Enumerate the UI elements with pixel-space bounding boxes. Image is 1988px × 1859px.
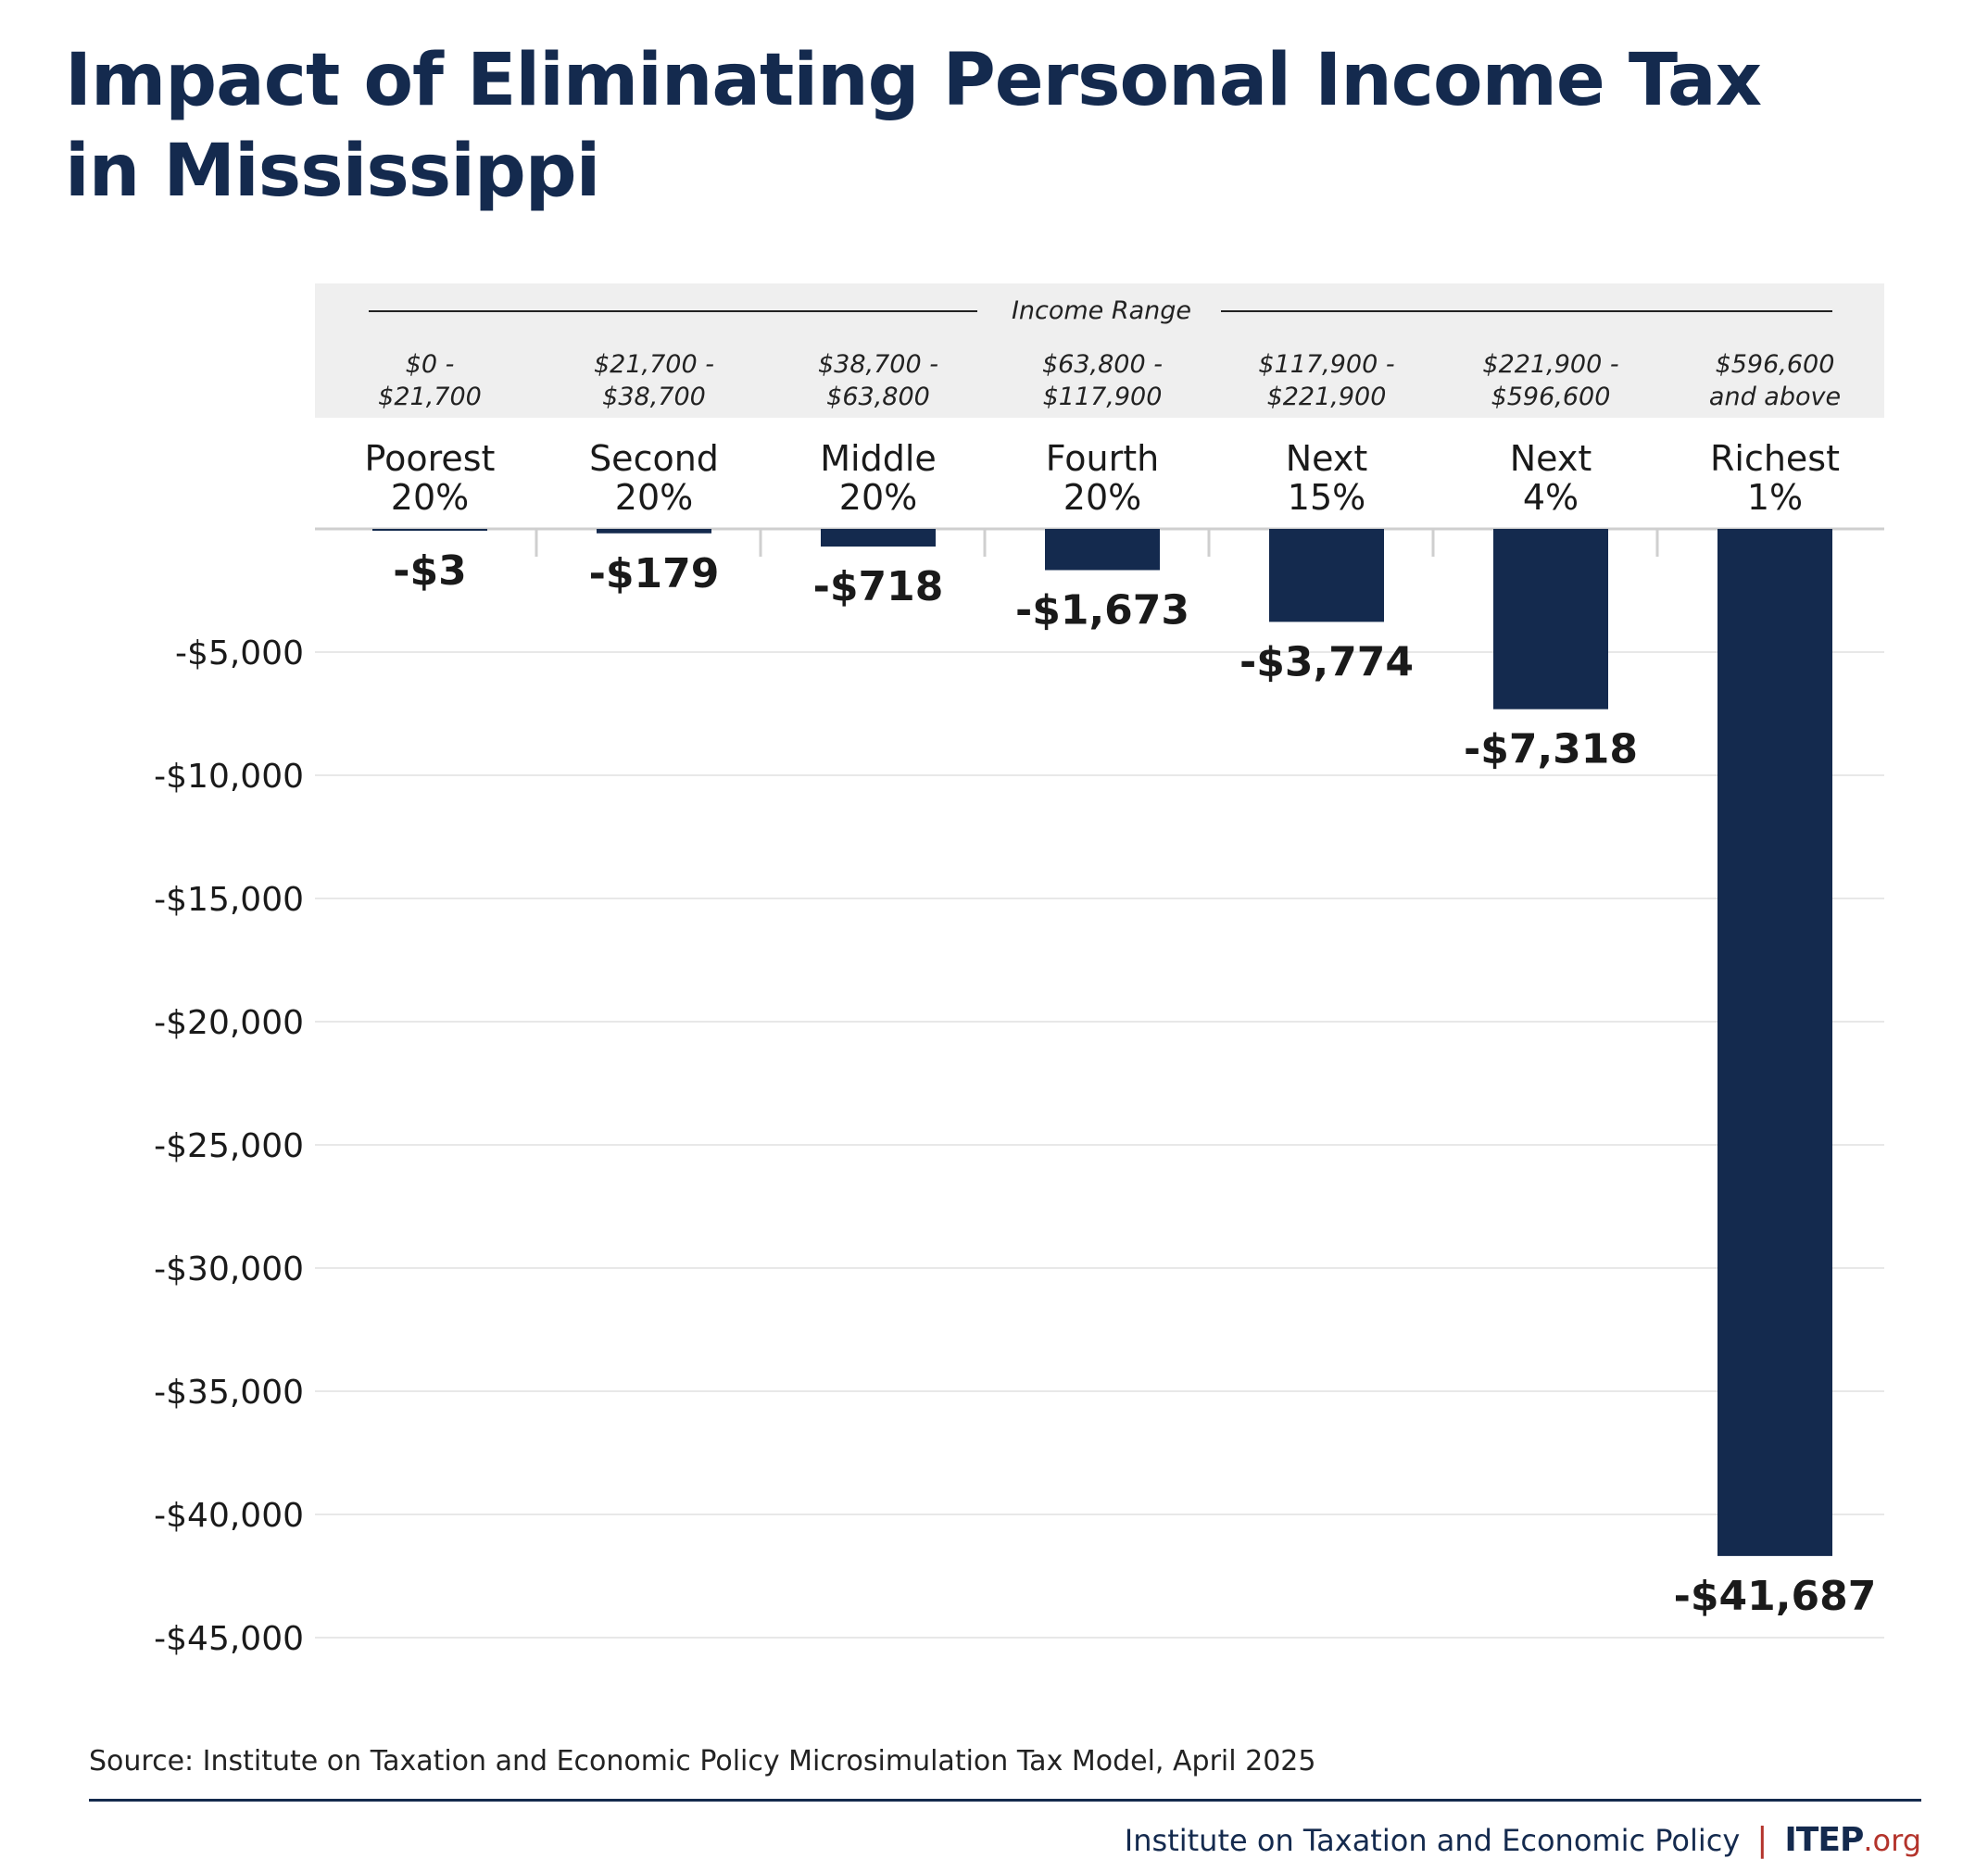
income-range-label: $117,900 - — [1258, 350, 1394, 379]
income-group-label: Poorest — [365, 438, 496, 479]
bar — [1045, 529, 1160, 571]
income-range-label: $21,700 - — [594, 350, 714, 379]
y-tick-label: -$20,000 — [154, 1004, 304, 1042]
y-tick-label: -$10,000 — [154, 758, 304, 796]
income-group-label: 15% — [1288, 477, 1365, 518]
y-tick-label: -$40,000 — [154, 1497, 304, 1535]
value-label: -$3 — [393, 547, 467, 595]
itep-logo[interactable]: ITEP — [1784, 1821, 1864, 1859]
income-group-label: Next — [1510, 438, 1592, 479]
income-range-label: $221,900 — [1267, 383, 1387, 411]
income-range-label: $596,600 — [1491, 383, 1611, 411]
income-group-label: Middle — [820, 438, 937, 479]
value-label: -$7,318 — [1464, 726, 1638, 773]
y-tick-label: -$15,000 — [154, 881, 304, 919]
income-group-label: 20% — [839, 477, 917, 518]
footer-rule — [89, 1799, 1921, 1802]
income-range-label: $21,700 — [378, 383, 482, 411]
income-group-label: 20% — [1063, 477, 1141, 518]
value-label: -$718 — [813, 563, 944, 610]
income-group-label: Fourth — [1046, 438, 1159, 479]
income-range-header-band — [315, 283, 1884, 418]
footer-separator: | — [1756, 1821, 1768, 1859]
income-range-label: $63,800 — [826, 383, 930, 411]
bar — [1269, 529, 1384, 622]
bar — [1493, 529, 1608, 710]
bar — [1717, 529, 1832, 1556]
income-group-label: 20% — [615, 477, 693, 518]
bar — [597, 529, 711, 534]
value-label: -$179 — [589, 550, 720, 597]
income-group-label: 20% — [391, 477, 469, 518]
income-range-label: $117,900 — [1043, 383, 1163, 411]
chart-title: Impact of Eliminating Personal Income Ta… — [65, 35, 1825, 217]
y-tick-label: -$30,000 — [154, 1250, 304, 1288]
footer-credit: Institute on Taxation and Economic Polic… — [1125, 1821, 1921, 1859]
bar — [372, 529, 487, 531]
bar — [821, 529, 936, 547]
income-range-label: $596,600 — [1716, 350, 1835, 379]
income-range-label: $38,700 - — [818, 350, 938, 379]
footer-org-name: Institute on Taxation and Economic Polic… — [1124, 1823, 1741, 1858]
income-group-label: 1% — [1747, 477, 1803, 518]
itep-logo-suffix: .org — [1863, 1823, 1921, 1858]
income-group-label: Second — [589, 438, 719, 479]
value-label: -$1,673 — [1015, 587, 1189, 634]
source-note: Source: Institute on Taxation and Econom… — [89, 1745, 1316, 1777]
y-tick-label: -$25,000 — [154, 1127, 304, 1165]
income-group-label: 4% — [1523, 477, 1579, 518]
income-group-label: Richest — [1710, 438, 1840, 479]
value-label: -$41,687 — [1674, 1573, 1877, 1620]
y-tick-label: -$45,000 — [154, 1620, 304, 1658]
income-group-label: Next — [1286, 438, 1368, 479]
income-range-label: $38,700 — [602, 383, 706, 411]
value-label: -$3,774 — [1239, 638, 1414, 685]
income-range-label: $0 - — [406, 350, 455, 379]
title-line-1: Impact of Eliminating Personal Income Ta… — [65, 39, 1762, 122]
income-range-label: and above — [1709, 383, 1841, 411]
y-tick-label: -$35,000 — [154, 1374, 304, 1412]
income-range-label: $221,900 - — [1482, 350, 1618, 379]
bar-chart: Income Range -$5,000 -$10,000 -$15,000 -$20,… — [154, 283, 1884, 1658]
title-line-2: in Mississippi — [65, 130, 600, 213]
income-range-label: $63,800 - — [1042, 350, 1163, 379]
income-range-header-label: Income Range — [1012, 296, 1191, 325]
y-tick-label: -$5,000 — [175, 634, 304, 672]
